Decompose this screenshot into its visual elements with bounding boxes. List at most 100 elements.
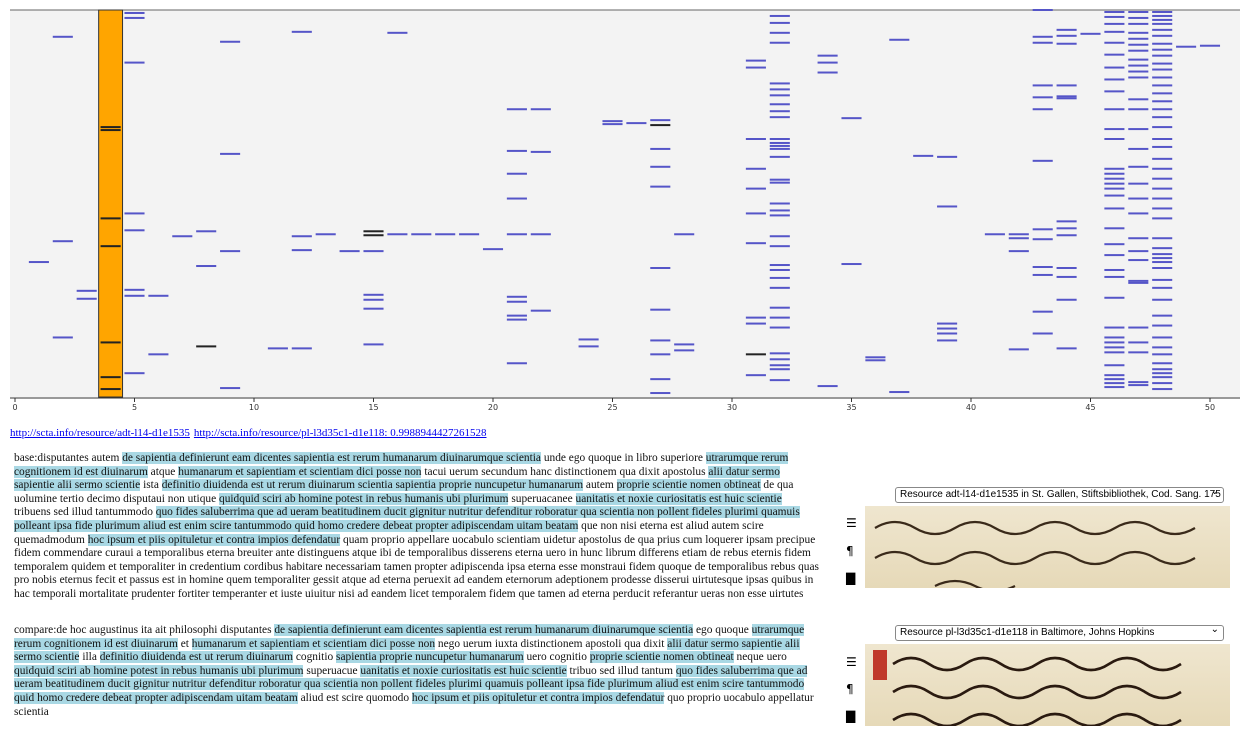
file-icon[interactable]: ▇ [846,709,855,723]
text: cognitio [293,651,336,663]
alignment-mark [1057,220,1077,222]
alignment-mark [220,387,240,389]
alignment-mark [1104,297,1124,299]
alignment-mark [746,60,766,62]
alignment-mark [1152,247,1172,249]
alignment-mark [1057,35,1077,37]
alignment-mark [53,240,73,242]
x-tick-label: 35 [846,403,856,412]
alignment-mark [1152,382,1172,384]
alignment-mark [1152,55,1172,57]
alignment-mark [1152,376,1172,378]
alignment-mark [650,267,670,269]
alignment-mark [220,250,240,252]
alignment-mark [1152,346,1172,348]
alignment-mark [770,368,790,370]
alignment-mark [29,261,49,263]
alignment-mark [1104,207,1124,209]
alignment-mark [1104,254,1124,256]
alignment-mark [1104,276,1124,278]
alignment-mark [1152,198,1172,200]
alignment-mark [770,317,790,319]
alignment-mark [674,343,694,345]
alignment-mark [1128,65,1148,67]
text: base:disputantes autem [14,452,122,464]
alignment-mark [1152,100,1172,102]
handwriting [865,506,1230,588]
passage: base:disputantes autem de sapientia defi… [14,452,819,602]
alignment-mark [770,307,790,309]
alignment-mark [1104,195,1124,197]
resource-link[interactable]: http://scta.info/resource/adt-l14-d1e153… [10,427,190,439]
alignment-mark [1057,43,1077,45]
alignment-mark [124,62,144,64]
alignment-mark [913,155,933,157]
file-icon[interactable]: ▇ [846,571,855,585]
matched-text: quidquid sciri ab homine potest in rebus… [219,493,508,505]
alignment-mark [770,145,790,147]
alignment-mark [1104,386,1124,388]
alignment-mark [1057,84,1077,86]
alignment-mark [1057,95,1077,97]
resource-select[interactable]: Resource adt-l14-d1e1535 in St. Gallen, … [895,487,1224,503]
links: http://scta.info/resource/adt-l14-d1e153… [10,427,491,439]
alignment-mark [937,156,957,158]
alignment-mark [1152,287,1172,289]
alignment-mark [220,41,240,43]
alignment-mark [1128,351,1148,353]
matched-text: quidquid sciri ab homine potest in rebus… [14,665,303,677]
alignment-mark [770,269,790,271]
alignment-mark [937,339,957,341]
alignment-mark [459,233,479,235]
alignment-mark [626,122,646,124]
alignment-mark [124,17,144,19]
alignment-mark [1128,76,1148,78]
alignment-mark [531,310,551,312]
x-tick-label: 30 [727,403,737,412]
alignment-mark [1057,267,1077,269]
resource-select[interactable]: Resource pl-l3d35c1-d1e118 in Baltimore,… [895,625,1224,641]
alignment-mark [1152,43,1172,45]
alignment-mark [1033,266,1053,268]
alignment-mark [865,359,885,361]
alignment-mark [1128,381,1148,383]
alignment-mark [770,235,790,237]
alignment-mark [124,229,144,231]
matched-text: humanarum et sapientiam et scientiam dic… [178,466,421,478]
alignment-mark [1104,346,1124,348]
alignment-mark [1033,96,1053,98]
alignment-mark [770,156,790,158]
alignment-mark [937,328,957,330]
alignment-mark [818,62,838,64]
alignment-mark [148,295,168,297]
text: superuacue [303,665,360,677]
alignment-mark [124,12,144,14]
x-tick-label: 0 [12,403,17,412]
alignment-mark [818,72,838,74]
manuscript-image [865,506,1230,588]
alignment-mark [1057,97,1077,99]
alignment-mark [101,126,121,128]
alignment-mark [1104,23,1124,25]
list-icon[interactable]: ☰ [846,516,857,530]
alignment-mark [363,308,383,310]
text: compare:de hoc augustinus ita ait philos… [14,624,274,636]
alignment-mark [746,138,766,140]
alignment-mark [1128,259,1148,261]
paragraph-icon[interactable]: ¶ [846,544,854,558]
alignment-mark [1057,276,1077,278]
resource-link[interactable]: http://scta.info/resource/pl-l3d35c1-d1e… [194,427,487,439]
alignment-mark [746,168,766,170]
alignment-mark [53,36,73,38]
list-icon[interactable]: ☰ [846,655,857,669]
alignment-mark [1033,108,1053,110]
alignment-mark [77,290,97,292]
paragraph-icon[interactable]: ¶ [846,682,854,696]
alignment-mark [770,88,790,90]
alignment-mark [1128,282,1148,284]
plot-background [10,10,1240,397]
alignment-mark [889,39,909,41]
alignment-mark [387,32,407,34]
alignment-mark [1152,261,1172,263]
